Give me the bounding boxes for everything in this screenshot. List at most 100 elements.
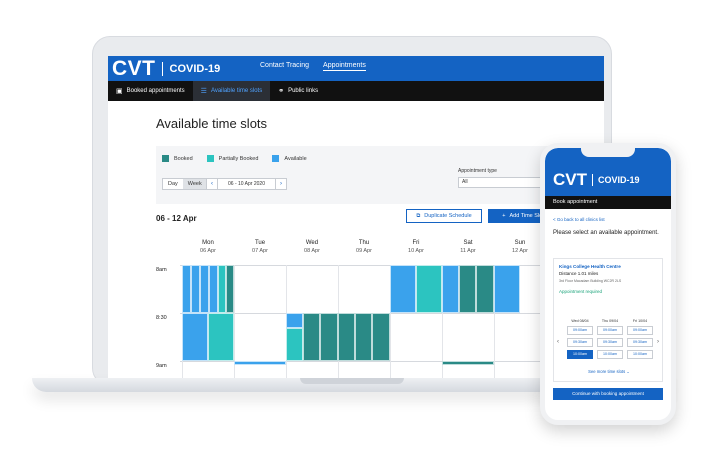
see-more-slots-link[interactable]: See more time slots ⌄ <box>588 369 630 374</box>
filter-panel: Booked Partially Booked Available Day We… <box>156 146 604 204</box>
day-name: Fri <box>412 240 420 246</box>
time-slot-booked[interactable] <box>355 313 372 361</box>
button-label: Duplicate Schedule <box>424 213 472 219</box>
time-slot-available[interactable] <box>182 265 191 313</box>
select-appointment-prompt: Please select an available appointment. <box>553 230 659 236</box>
slot-button[interactable]: 09:30am <box>627 338 653 347</box>
day-date: 07 Apr <box>252 248 268 254</box>
appointment-type-select[interactable]: All ⌄ <box>458 177 548 188</box>
logo-cvt: CVT <box>553 170 587 189</box>
tab-booked-appointments[interactable]: ▣ Booked appointments <box>108 81 193 101</box>
prev-week-button[interactable]: ‹ <box>211 181 213 187</box>
phone-logo: CVT COVID-19 <box>553 170 640 190</box>
calendar-grid: 8am 8:30 9am <box>156 265 604 378</box>
slot-button[interactable]: 09:00am <box>567 326 593 335</box>
list-icon: ☰ <box>200 88 207 95</box>
plus-icon: + <box>502 213 506 219</box>
phone-frame: CVT COVID-19 Book appointment < Go back … <box>540 143 676 425</box>
tab-public-links[interactable]: ⚭ Public links <box>270 81 326 101</box>
page-title: Available time slots <box>156 116 268 131</box>
time-slot-partially-booked[interactable] <box>286 328 303 361</box>
chevron-right-icon[interactable]: › <box>657 339 659 345</box>
day-name: Sat <box>463 240 473 246</box>
time-slot-available[interactable] <box>191 265 200 313</box>
tab-label: Available time slots <box>210 88 263 94</box>
view-week-button[interactable]: Week <box>182 179 207 189</box>
tab-available-time-slots[interactable]: ☰ Available time slots <box>192 81 271 101</box>
phone-notch <box>581 148 635 157</box>
time-slot-available[interactable] <box>390 265 416 313</box>
swatch-partially-booked <box>206 155 214 162</box>
time-slot-booked[interactable] <box>226 265 234 313</box>
day-date: 12 Apr <box>512 248 528 254</box>
chevron-left-icon[interactable]: ‹ <box>557 339 559 345</box>
slot-row: 09:00am 09:00am 09:00am <box>567 326 657 335</box>
column-line <box>494 265 495 378</box>
date-range-label: 06 - 10 Apr 2020 <box>217 179 276 189</box>
logo-cvt: CVT <box>112 57 156 80</box>
logo-covid: COVID-19 <box>598 175 640 185</box>
swatch-available <box>272 155 280 162</box>
clinic-name[interactable]: Kings College Health Centre <box>559 264 621 269</box>
calendar-header: Mon 06 Apr Tue 07 Apr Wed 08 Apr Thu 09 … <box>156 240 604 260</box>
time-slot-booked[interactable] <box>442 361 494 365</box>
legend-available: Available <box>272 155 307 162</box>
legend-booked: Booked <box>162 155 193 162</box>
slot-button[interactable]: 09:00am <box>627 326 653 335</box>
day-name: Mon <box>202 240 214 246</box>
swatch-booked <box>162 155 169 162</box>
grid-line <box>180 361 604 362</box>
slot-day: Fri 10/04 <box>632 319 648 323</box>
day-name: Sun <box>514 240 526 246</box>
time-slot-available[interactable] <box>234 361 286 365</box>
back-to-clinics-link[interactable]: < Go back to all clinics list <box>553 217 605 222</box>
time-slot-available[interactable] <box>286 313 303 328</box>
legend-label: Booked <box>174 155 193 162</box>
slot-day: Wed 08/04 <box>571 319 589 323</box>
sub-nav: ▣ Booked appointments ☰ Available time s… <box>108 81 604 101</box>
week-title: 06 - 12 Apr <box>156 214 197 223</box>
time-slot-booked[interactable] <box>320 313 338 361</box>
continue-booking-button[interactable]: Continue with booking appointment <box>553 388 663 400</box>
logo-separator <box>161 61 163 76</box>
slot-row: 10:00am 10:00am 10:00am <box>567 350 657 359</box>
time-slot-available[interactable] <box>494 265 520 313</box>
time-slot-available[interactable] <box>182 313 208 361</box>
phone-header: CVT COVID-19 <box>545 148 671 196</box>
day-name: Tue <box>254 240 266 246</box>
time-slot-available[interactable] <box>200 265 209 313</box>
time-slot-booked[interactable] <box>338 313 355 361</box>
day-date: 08 Apr <box>304 248 320 254</box>
view-day-button[interactable]: Day <box>168 181 178 187</box>
duplicate-schedule-button[interactable]: ⧉ Duplicate Schedule <box>406 209 482 223</box>
slot-button[interactable]: 09:00am <box>597 326 623 335</box>
day-header-thu: Thu 09 Apr <box>338 240 390 254</box>
legend: Booked Partially Booked Available <box>162 155 307 162</box>
next-week-button[interactable]: › <box>279 181 282 187</box>
slot-button[interactable]: 10:00am <box>597 350 623 359</box>
nav-appointments[interactable]: Appointments <box>323 62 366 71</box>
time-label-8am: 8am <box>156 267 167 273</box>
time-slot-partially-booked[interactable] <box>218 265 226 313</box>
slot-button[interactable]: 09:30am <box>597 338 623 347</box>
nav-contact-tracing[interactable]: Contact Tracing <box>260 62 310 69</box>
time-slot-booked[interactable] <box>459 265 476 313</box>
time-slot-booked[interactable] <box>476 265 494 313</box>
slot-button[interactable]: 09:30am <box>567 338 593 347</box>
tab-label: Public links <box>288 88 319 94</box>
slot-days: Wed 08/04 Thu 09/04 Fri 10/04 <box>567 319 653 323</box>
time-slot-booked[interactable] <box>372 313 390 361</box>
time-label-9am: 9am <box>156 363 167 369</box>
slot-button-selected[interactable]: 10:00am <box>567 350 593 359</box>
time-slot-booked[interactable] <box>303 313 320 361</box>
time-slot-partially-booked[interactable] <box>208 313 234 361</box>
appointment-type-label: Appointment type <box>458 168 497 174</box>
slot-button[interactable]: 10:00am <box>627 350 653 359</box>
laptop-notch <box>300 378 404 384</box>
day-name: Thu <box>358 240 370 246</box>
time-slot-available[interactable] <box>442 265 459 313</box>
logo-separator <box>592 174 593 186</box>
time-slot-partially-booked[interactable] <box>416 265 442 313</box>
time-slot-available[interactable] <box>209 265 218 313</box>
